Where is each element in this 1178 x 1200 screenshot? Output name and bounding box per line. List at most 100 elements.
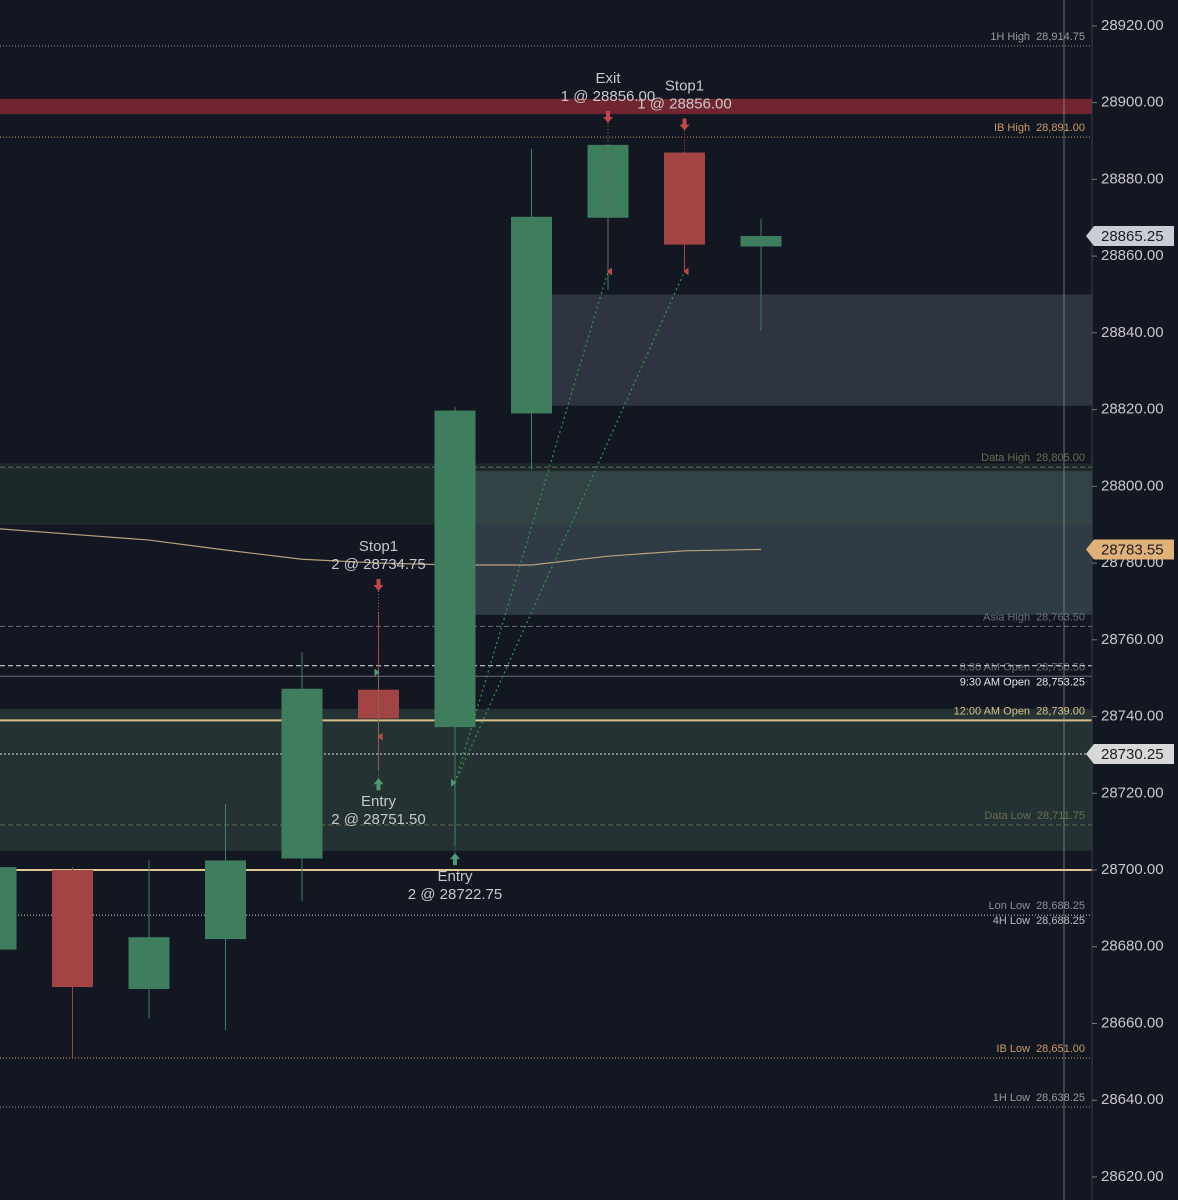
candle-body bbox=[587, 144, 629, 218]
price-axis: 28620.00 28640.00 28660.00 28680.00 28700.00… bbox=[1086, 17, 1174, 1185]
order-text: 2 @ 28734.75 bbox=[331, 556, 425, 573]
level-price: 28,750.50 bbox=[1036, 661, 1085, 673]
level-label: 1H Low 28,638.25 bbox=[993, 1092, 1085, 1104]
price-tag-label: 28783.55 bbox=[1101, 541, 1164, 558]
candle-body bbox=[205, 860, 246, 940]
order-text: 1 @ 28856.00 bbox=[561, 88, 655, 105]
zone bbox=[0, 463, 1092, 525]
level-price: 28,688.25 bbox=[1036, 900, 1085, 912]
level-name: 12:00 AM Open bbox=[954, 705, 1030, 717]
price-tag bbox=[1086, 539, 1174, 560]
order-fill-marker bbox=[374, 668, 380, 677]
candle-body bbox=[434, 410, 476, 728]
order-fill-marker bbox=[451, 778, 456, 787]
level-price: 28,739.00 bbox=[1036, 705, 1085, 717]
trade-connector bbox=[454, 271, 686, 783]
level-label: IB Low 28,651.00 bbox=[996, 1043, 1085, 1055]
trade-connector bbox=[454, 271, 609, 783]
y-tick-label: 28820.00 bbox=[1101, 401, 1164, 418]
y-tick-label: 28920.00 bbox=[1101, 17, 1164, 34]
order-arrow bbox=[603, 110, 613, 123]
y-tick-label: 28740.00 bbox=[1101, 708, 1164, 725]
level-label: 1H High 28,914.75 bbox=[990, 31, 1085, 43]
level-price: 28,805.00 bbox=[1036, 452, 1085, 464]
y-tick-label: 28720.00 bbox=[1101, 784, 1164, 801]
candle-body bbox=[358, 689, 399, 719]
y-tick-label: 28840.00 bbox=[1101, 324, 1164, 341]
candle-body bbox=[128, 937, 170, 989]
order-arrow bbox=[373, 578, 384, 591]
average-line bbox=[0, 528, 762, 566]
order-fill-marker bbox=[607, 267, 612, 276]
order-label: Stop1 bbox=[359, 538, 398, 555]
zone bbox=[473, 470, 1092, 615]
candle-body bbox=[664, 152, 705, 245]
level-label: 9:30 AM Open 28,753.25 bbox=[960, 676, 1085, 688]
candle-body bbox=[281, 688, 323, 859]
order-arrow bbox=[679, 118, 690, 131]
candle-body bbox=[52, 870, 93, 988]
level-price: 28,891.00 bbox=[1036, 122, 1085, 134]
price-tag bbox=[1086, 225, 1174, 246]
price-tag-label: 28865.25 bbox=[1101, 228, 1164, 245]
order-label: Exit bbox=[595, 70, 621, 87]
zone bbox=[0, 708, 1092, 851]
order-fill-marker bbox=[683, 267, 689, 276]
level-label: Lon Low 28,688.25 bbox=[988, 900, 1085, 912]
level-name: Data Low bbox=[984, 810, 1031, 822]
order-text: 1 @ 28856.00 bbox=[637, 95, 731, 112]
y-tick-label: 28880.00 bbox=[1101, 170, 1164, 187]
level-name: 9:30 AM Open bbox=[960, 676, 1030, 688]
level-name: IB Low bbox=[996, 1043, 1030, 1055]
level-name: 1H High bbox=[990, 31, 1030, 43]
levels: 1H High 28,914.75 IB High 28,891.00 Data Hig… bbox=[0, 31, 1092, 1108]
candle-body bbox=[0, 867, 17, 950]
price-tag bbox=[1086, 743, 1174, 764]
level-price: 28,638.25 bbox=[1036, 1092, 1085, 1104]
level-name: 4H Low bbox=[993, 915, 1030, 927]
y-tick-label: 28640.00 bbox=[1101, 1091, 1164, 1108]
level-name: Data High bbox=[981, 452, 1030, 464]
level-label: Data Low 28,711.75 bbox=[984, 810, 1085, 822]
level-price: 28,688.25 bbox=[1036, 915, 1085, 927]
y-tick-label: 28760.00 bbox=[1101, 631, 1164, 648]
level-label: 8:30 AM Open 28,750.50 bbox=[960, 661, 1085, 673]
level-label: IB High 28,891.00 bbox=[994, 122, 1085, 134]
level-label: Asia High 28,763.50 bbox=[983, 611, 1085, 623]
order-arrow bbox=[373, 778, 384, 791]
y-tick-label: 28900.00 bbox=[1101, 94, 1164, 111]
level-label: 12:00 AM Open 28,739.00 bbox=[954, 705, 1085, 717]
price-tag-label: 28730.25 bbox=[1101, 746, 1164, 763]
level-price: 28,651.00 bbox=[1036, 1043, 1085, 1055]
y-tick-label: 28680.00 bbox=[1101, 938, 1164, 955]
level-name: Lon Low bbox=[988, 900, 1030, 912]
y-tick-label: 28660.00 bbox=[1101, 1014, 1164, 1031]
order-arrow bbox=[450, 853, 460, 866]
zone bbox=[549, 294, 1092, 406]
level-name: IB High bbox=[994, 122, 1030, 134]
level-name: 1H Low bbox=[993, 1092, 1030, 1104]
order-label: Entry bbox=[361, 793, 397, 810]
y-tick-label: 28800.00 bbox=[1101, 477, 1164, 494]
candles bbox=[0, 144, 782, 1059]
y-tick-label: 28700.00 bbox=[1101, 861, 1164, 878]
level-label: Data High 28,805.00 bbox=[981, 452, 1085, 464]
order-text: 2 @ 28722.75 bbox=[408, 886, 502, 903]
candle-body bbox=[511, 216, 552, 414]
level-price: 28,914.75 bbox=[1036, 31, 1085, 43]
level-name: Asia High bbox=[983, 611, 1030, 623]
zone bbox=[0, 98, 1092, 115]
level-label: 4H Low 28,688.25 bbox=[993, 915, 1085, 927]
y-tick-label: 28620.00 bbox=[1101, 1168, 1164, 1185]
level-price: 28,763.50 bbox=[1036, 611, 1085, 623]
order-label: Stop1 bbox=[665, 77, 704, 94]
level-price: 28,753.25 bbox=[1036, 676, 1085, 688]
zones bbox=[0, 98, 1092, 851]
order-fill-marker bbox=[377, 732, 383, 741]
level-name: 8:30 AM Open bbox=[960, 661, 1030, 673]
level-price: 28,711.75 bbox=[1037, 810, 1085, 822]
candle-body bbox=[740, 235, 782, 247]
